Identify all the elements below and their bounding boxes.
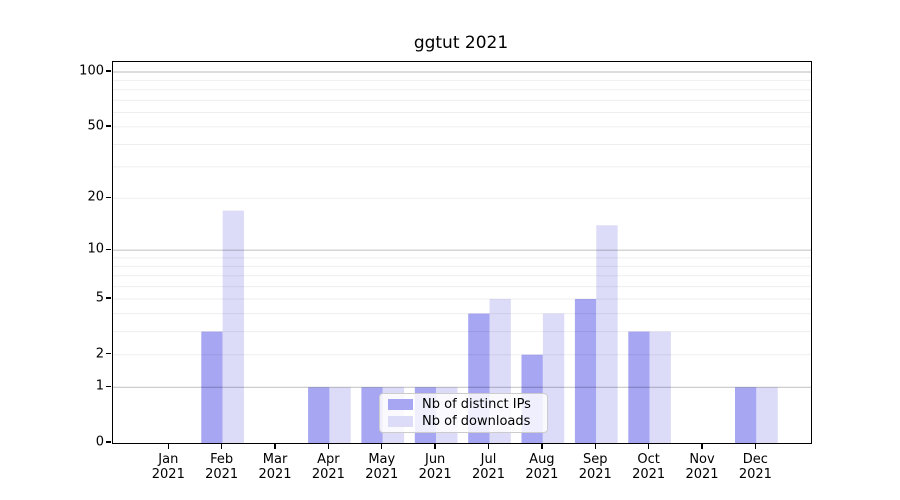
bar-feb-ips [201,331,223,443]
y-tick-mark-2 [106,352,111,355]
plot-area [112,61,812,444]
chart-title: ggtut 2021 [413,33,509,53]
x-tick-label-mar: Mar 2021 [258,452,292,482]
x-tick-mark-mar [274,443,276,449]
x-tick-label-dec: Dec 2021 [738,452,772,482]
legend: Nb of distinct IPs Nb of downloads [379,393,548,433]
x-tick-label-sep: Sep 2021 [578,452,612,482]
bar-aug-downloads [542,313,565,443]
y-tick-label-5: 5 [95,290,104,306]
x-tick-mark-jul [487,443,490,449]
bar-sep-downloads [596,225,618,443]
legend-item-downloads: Nb of downloads [388,414,539,429]
x-tick-mark-aug [541,443,543,449]
y-tick-label-20: 20 [87,189,104,205]
x-tick-label-oct: Oct 2021 [632,452,666,482]
x-tick-mark-feb [220,443,223,449]
y-tick-label-1: 1 [95,378,104,394]
legend-item-distinct-ips: Nb of distinct IPs [388,397,539,412]
bar-feb-downloads [222,210,245,443]
x-tick-label-feb: Feb 2021 [205,452,239,482]
y-tick-label-2: 2 [95,346,104,362]
bar-dec-downloads [756,387,778,443]
bar-apr-downloads [329,387,351,443]
y-tick-mark-100 [106,70,111,72]
x-tick-mark-dec [754,443,757,449]
y-tick-label-0: 0 [95,434,104,450]
y-tick-mark-5 [106,297,111,299]
x-tick-label-aug: Aug 2021 [525,452,559,482]
x-tick-label-apr: Apr 2021 [311,452,345,482]
y-tick-mark-1 [106,385,111,387]
x-tick-mark-sep [594,443,596,449]
legend-swatch-downloads-icon [388,415,413,427]
x-tick-mark-may [381,443,383,449]
y-tick-label-10: 10 [87,241,104,257]
x-tick-mark-jun [434,443,436,449]
y-tick-mark-50 [106,125,111,127]
x-tick-label-jul: Jul 2021 [471,452,506,482]
legend-label-downloads: Nb of downloads [422,413,531,429]
legend-label-distinct-ips: Nb of distinct IPs [422,397,531,413]
x-tick-mark-jan [167,443,169,449]
x-tick-label-nov: Nov 2021 [685,452,719,482]
x-tick-mark-nov [701,443,703,449]
bars-and-grid-canvas [113,71,811,443]
bar-dec-ips [735,387,757,443]
y-tick-label-100: 100 [79,63,104,79]
legend-swatch-distinct-ips-icon [388,399,413,411]
bar-oct-downloads [649,331,671,443]
x-tick-mark-apr [327,443,330,449]
y-tick-mark-20 [106,196,111,198]
x-tick-label-jun: Jun 2021 [418,452,452,482]
y-tick-label-50: 50 [87,118,104,134]
bar-may-ips [361,387,383,443]
x-tick-label-may: May 2021 [365,452,399,482]
x-tick-label-jan: Jan 2021 [151,452,185,482]
y-tick-mark-10 [106,248,111,250]
bar-oct-ips [628,331,650,443]
bar-apr-ips [308,387,330,443]
bar-sep-ips [574,299,597,443]
y-tick-mark-0 [106,441,111,443]
x-tick-mark-oct [647,443,650,449]
